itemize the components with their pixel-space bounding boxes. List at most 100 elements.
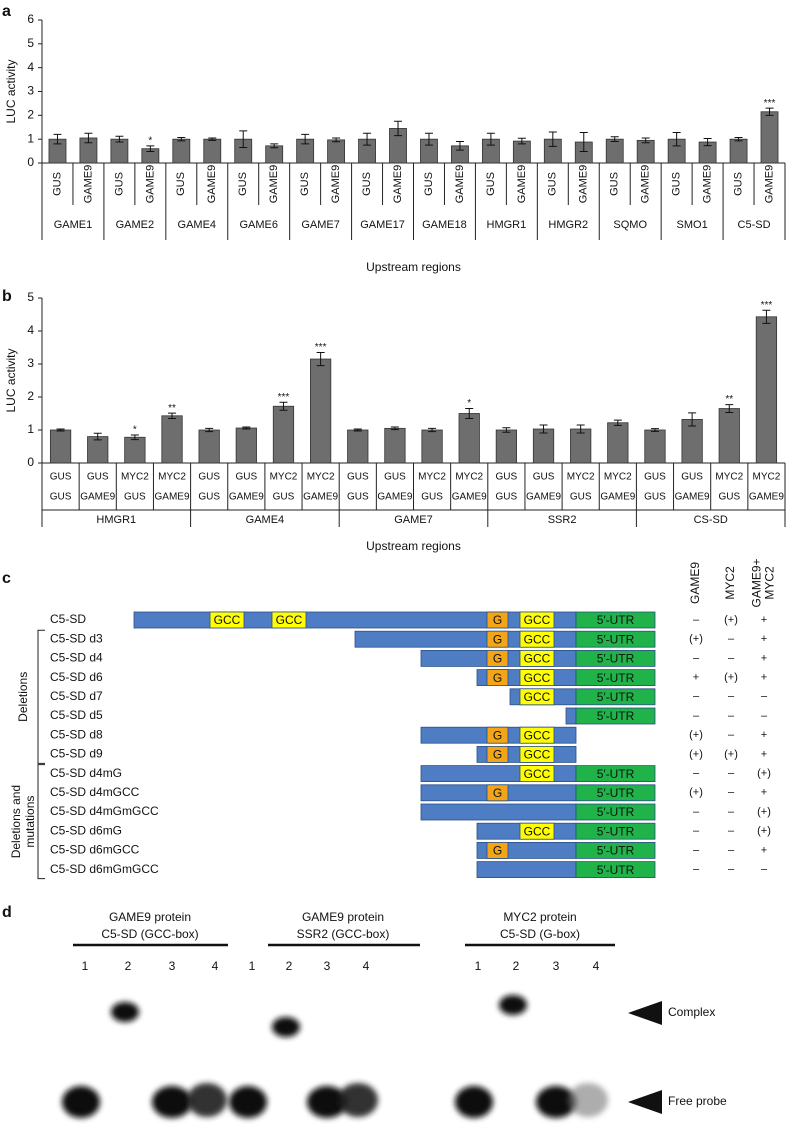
element-label: GCC	[524, 748, 551, 762]
bar	[87, 436, 109, 464]
free-band	[536, 1086, 576, 1118]
x-tick-label: GUS	[671, 172, 683, 196]
element-label: GCC	[524, 728, 551, 742]
y-tick-label: 6	[27, 12, 34, 26]
x-tick-label: GAME9	[392, 165, 404, 204]
x-axis-title: Upstream regions	[366, 260, 461, 274]
significance: ***	[278, 392, 290, 403]
x-tick-label: GUS	[299, 172, 311, 196]
group-label: GAME1	[54, 219, 93, 231]
error-bar	[734, 136, 743, 142]
gel-title: SSR2 (GCC-box)	[297, 927, 390, 941]
x-tick-label: GUS	[237, 172, 249, 196]
element-box	[575, 861, 656, 878]
element-box	[486, 669, 509, 686]
x-tick-label: GAME9	[144, 165, 156, 204]
element-label: GCC	[524, 652, 551, 666]
result: –	[693, 806, 700, 818]
error-bar	[270, 143, 279, 149]
row-name: C5-SD d4	[50, 651, 103, 665]
element-label: G	[493, 844, 502, 858]
result: +	[761, 729, 767, 741]
result: +	[761, 787, 767, 799]
free-band	[455, 1086, 493, 1118]
x-tick-label: GUS	[644, 472, 666, 483]
x-tick-label-row2: GAME9	[600, 492, 635, 503]
result: +	[693, 672, 699, 684]
row-name: C5-SD d4mG	[50, 766, 122, 780]
element-box	[575, 630, 656, 648]
construct	[476, 861, 577, 878]
row-name: C5-SD	[50, 612, 86, 626]
column-header: MYC2	[723, 566, 737, 600]
bar	[755, 316, 778, 464]
x-tick-label: GUS	[361, 172, 373, 196]
error-bar	[548, 131, 557, 147]
bar	[636, 139, 655, 164]
x-tick-label: GUS	[50, 472, 72, 483]
element-box	[486, 784, 509, 802]
result: –	[728, 729, 735, 741]
error-bar	[465, 408, 474, 419]
x-tick-label-row2: GUS	[347, 492, 369, 503]
result: (+)	[757, 806, 771, 818]
element-box	[486, 630, 509, 648]
x-tick-label: GAME9	[702, 165, 714, 204]
result: –	[693, 825, 700, 837]
free-band	[229, 1086, 267, 1118]
element-label: 5′-UTR	[597, 805, 635, 819]
x-tick-label-row2: GAME9	[452, 492, 487, 503]
x-tick-label: GUS	[113, 172, 125, 196]
group-label: SSR2	[548, 514, 577, 526]
x-tick-label: MYC2	[567, 472, 595, 483]
result: +	[761, 614, 767, 626]
lane-number: 4	[363, 959, 370, 973]
error-bar	[394, 120, 403, 137]
lane-number: 1	[82, 959, 89, 973]
element-box	[519, 630, 555, 648]
gel-title: GAME9 protein	[302, 910, 384, 924]
x-tick-label: GUS	[681, 472, 703, 483]
free-band	[568, 1083, 608, 1117]
element-label: G	[493, 728, 502, 742]
y-tick-label: 3	[27, 84, 34, 98]
x-tick-label: GUS	[235, 472, 257, 483]
result: –	[728, 825, 735, 837]
x-tick-label-row2: GAME9	[229, 492, 264, 503]
error-bar	[672, 131, 681, 147]
result: +	[761, 748, 767, 760]
element-box	[575, 669, 656, 686]
free-band	[187, 1083, 227, 1117]
result: –	[693, 844, 700, 856]
error-bar	[455, 141, 464, 151]
element-box	[575, 784, 656, 802]
x-tick-label: GAME9	[454, 165, 466, 204]
result: –	[693, 614, 700, 626]
element-label: G	[493, 632, 502, 646]
y-tick-label: 1	[27, 422, 34, 436]
result: –	[761, 710, 768, 722]
x-tick-label-row2: GAME9	[377, 492, 412, 503]
element-box	[575, 688, 656, 706]
element-box	[519, 726, 555, 744]
error-bar	[502, 427, 511, 433]
error-bar	[424, 132, 433, 146]
group-label: GAME17	[360, 219, 405, 231]
error-bar	[641, 137, 650, 144]
element-box	[519, 746, 555, 763]
construct	[420, 803, 577, 821]
free-band	[62, 1086, 100, 1118]
element-box	[519, 688, 555, 706]
x-tick-label-row2: GUS	[644, 492, 666, 503]
lane-number: 2	[125, 959, 132, 973]
error-bar	[53, 133, 62, 145]
row-name: C5-SD d6mGmGCC	[50, 862, 159, 876]
bar	[729, 138, 748, 164]
result: –	[728, 787, 735, 799]
error-bar	[703, 137, 712, 147]
column-header: MYC2	[763, 566, 777, 600]
result: –	[728, 864, 735, 876]
marker-label: Complex	[668, 1005, 715, 1019]
significance: *	[148, 135, 152, 146]
x-tick-label: MYC2	[307, 472, 335, 483]
